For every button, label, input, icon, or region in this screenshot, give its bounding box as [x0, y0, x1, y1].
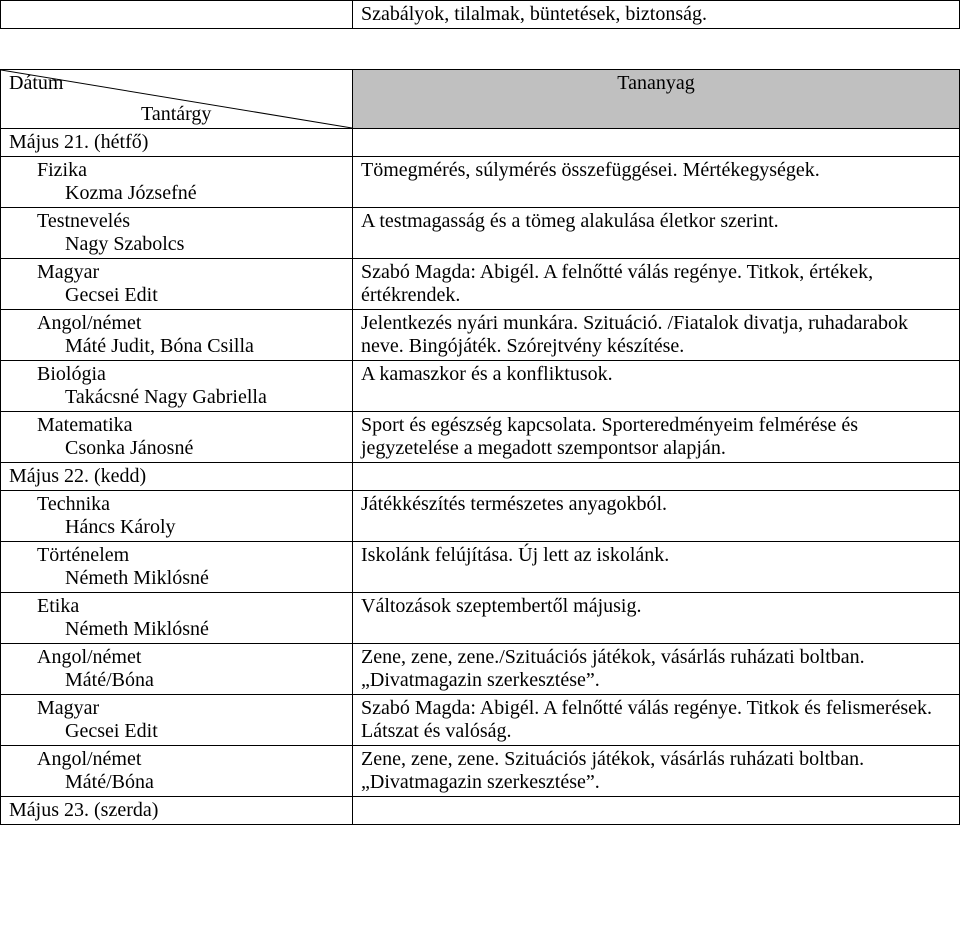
teacher-name: Máté/Bóna — [9, 771, 344, 794]
subject-row: Angol/németMáté/BónaZene, zene, zene. Sz… — [1, 746, 960, 797]
teacher-name: Németh Miklósné — [9, 618, 344, 641]
subject-row: EtikaNémeth MiklósnéVáltozások szeptembe… — [1, 593, 960, 644]
date-content-empty — [353, 463, 960, 491]
subject-cell: Angol/németMáté Judit, Bóna Csilla — [1, 310, 353, 361]
teacher-name: Gecsei Edit — [9, 284, 344, 307]
content-cell: A kamaszkor és a konfliktusok. — [353, 361, 960, 412]
content-cell: A testmagasság és a tömeg alakulása élet… — [353, 208, 960, 259]
subject-cell: MagyarGecsei Edit — [1, 259, 353, 310]
date-label: Május 22. (kedd) — [1, 463, 353, 491]
subject-name: Angol/német — [9, 312, 344, 335]
top-row-table: Szabályok, tilalmak, büntetések, biztons… — [0, 0, 960, 29]
subject-cell: TörténelemNémeth Miklósné — [1, 542, 353, 593]
subject-name: Történelem — [9, 544, 344, 567]
subject-cell: FizikaKozma Józsefné — [1, 157, 353, 208]
subject-name: Angol/német — [9, 646, 344, 669]
header-tantargy-label: Tantárgy — [141, 103, 211, 126]
subject-name: Angol/német — [9, 748, 344, 771]
content-cell: Zene, zene, zene./Szituációs játékok, vá… — [353, 644, 960, 695]
header-tananyag: Tananyag — [353, 70, 960, 129]
subject-row: MatematikaCsonka JánosnéSport és egészsé… — [1, 412, 960, 463]
subject-cell: TestnevelésNagy Szabolcs — [1, 208, 353, 259]
subject-cell: TechnikaHáncs Károly — [1, 491, 353, 542]
header-datum-tantargy: Dátum Tantárgy — [1, 70, 353, 129]
subject-cell: BiológiaTakácsné Nagy Gabriella — [1, 361, 353, 412]
content-cell: Szabó Magda: Abigél. A felnőtté válás re… — [353, 259, 960, 310]
top-row-left — [1, 1, 353, 29]
content-cell: Szabó Magda: Abigél. A felnőtté válás re… — [353, 695, 960, 746]
date-content-empty — [353, 129, 960, 157]
content-cell: Iskolánk felújítása. Új lett az iskolánk… — [353, 542, 960, 593]
teacher-name: Kozma Józsefné — [9, 182, 344, 205]
header-datum-label: Dátum — [9, 72, 63, 95]
content-cell: Tömegmérés, súlymérés összefüggései. Mér… — [353, 157, 960, 208]
content-cell: Játékkészítés természetes anyagokból. — [353, 491, 960, 542]
subject-cell: MatematikaCsonka Jánosné — [1, 412, 353, 463]
subject-row: TechnikaHáncs KárolyJátékkészítés termés… — [1, 491, 960, 542]
date-content-empty — [353, 797, 960, 825]
subject-cell: Angol/németMáté/Bóna — [1, 746, 353, 797]
subject-name: Magyar — [9, 261, 344, 284]
content-cell: Jelentkezés nyári munkára. Szituáció. /F… — [353, 310, 960, 361]
teacher-name: Takácsné Nagy Gabriella — [9, 386, 344, 409]
subject-name: Technika — [9, 493, 344, 516]
subject-name: Matematika — [9, 414, 344, 437]
subject-name: Etika — [9, 595, 344, 618]
subject-row: MagyarGecsei EditSzabó Magda: Abigél. A … — [1, 259, 960, 310]
top-row: Szabályok, tilalmak, büntetések, biztons… — [1, 1, 960, 29]
teacher-name: Máté/Bóna — [9, 669, 344, 692]
subject-cell: MagyarGecsei Edit — [1, 695, 353, 746]
subject-cell: EtikaNémeth Miklósné — [1, 593, 353, 644]
date-row: Május 23. (szerda) — [1, 797, 960, 825]
teacher-name: Gecsei Edit — [9, 720, 344, 743]
teacher-name: Háncs Károly — [9, 516, 344, 539]
teacher-name: Csonka Jánosné — [9, 437, 344, 460]
teacher-name: Németh Miklósné — [9, 567, 344, 590]
teacher-name: Nagy Szabolcs — [9, 233, 344, 256]
subject-row: FizikaKozma JózsefnéTömegmérés, súlyméré… — [1, 157, 960, 208]
content-cell: Zene, zene, zene. Szituációs játékok, vá… — [353, 746, 960, 797]
top-row-right: Szabályok, tilalmak, büntetések, biztons… — [353, 1, 960, 29]
subject-name: Biológia — [9, 363, 344, 386]
content-cell: Sport és egészség kapcsolata. Sporteredm… — [353, 412, 960, 463]
subject-row: Angol/németMáté Judit, Bóna CsillaJelent… — [1, 310, 960, 361]
subject-name: Testnevelés — [9, 210, 344, 233]
subject-name: Magyar — [9, 697, 344, 720]
schedule-header-row: Dátum Tantárgy Tananyag — [1, 70, 960, 129]
content-cell: Változások szeptembertől májusig. — [353, 593, 960, 644]
subject-row: BiológiaTakácsné Nagy GabriellaA kamaszk… — [1, 361, 960, 412]
subject-row: MagyarGecsei EditSzabó Magda: Abigél. A … — [1, 695, 960, 746]
schedule-table: Dátum Tantárgy Tananyag Május 21. (hétfő… — [0, 69, 960, 825]
teacher-name: Máté Judit, Bóna Csilla — [9, 335, 344, 358]
date-row: Május 22. (kedd) — [1, 463, 960, 491]
subject-row: TestnevelésNagy SzabolcsA testmagasság é… — [1, 208, 960, 259]
date-row: Május 21. (hétfő) — [1, 129, 960, 157]
subject-cell: Angol/németMáté/Bóna — [1, 644, 353, 695]
date-label: Május 21. (hétfő) — [1, 129, 353, 157]
subject-row: TörténelemNémeth MiklósnéIskolánk felújí… — [1, 542, 960, 593]
subject-row: Angol/németMáté/BónaZene, zene, zene./Sz… — [1, 644, 960, 695]
date-label: Május 23. (szerda) — [1, 797, 353, 825]
subject-name: Fizika — [9, 159, 344, 182]
